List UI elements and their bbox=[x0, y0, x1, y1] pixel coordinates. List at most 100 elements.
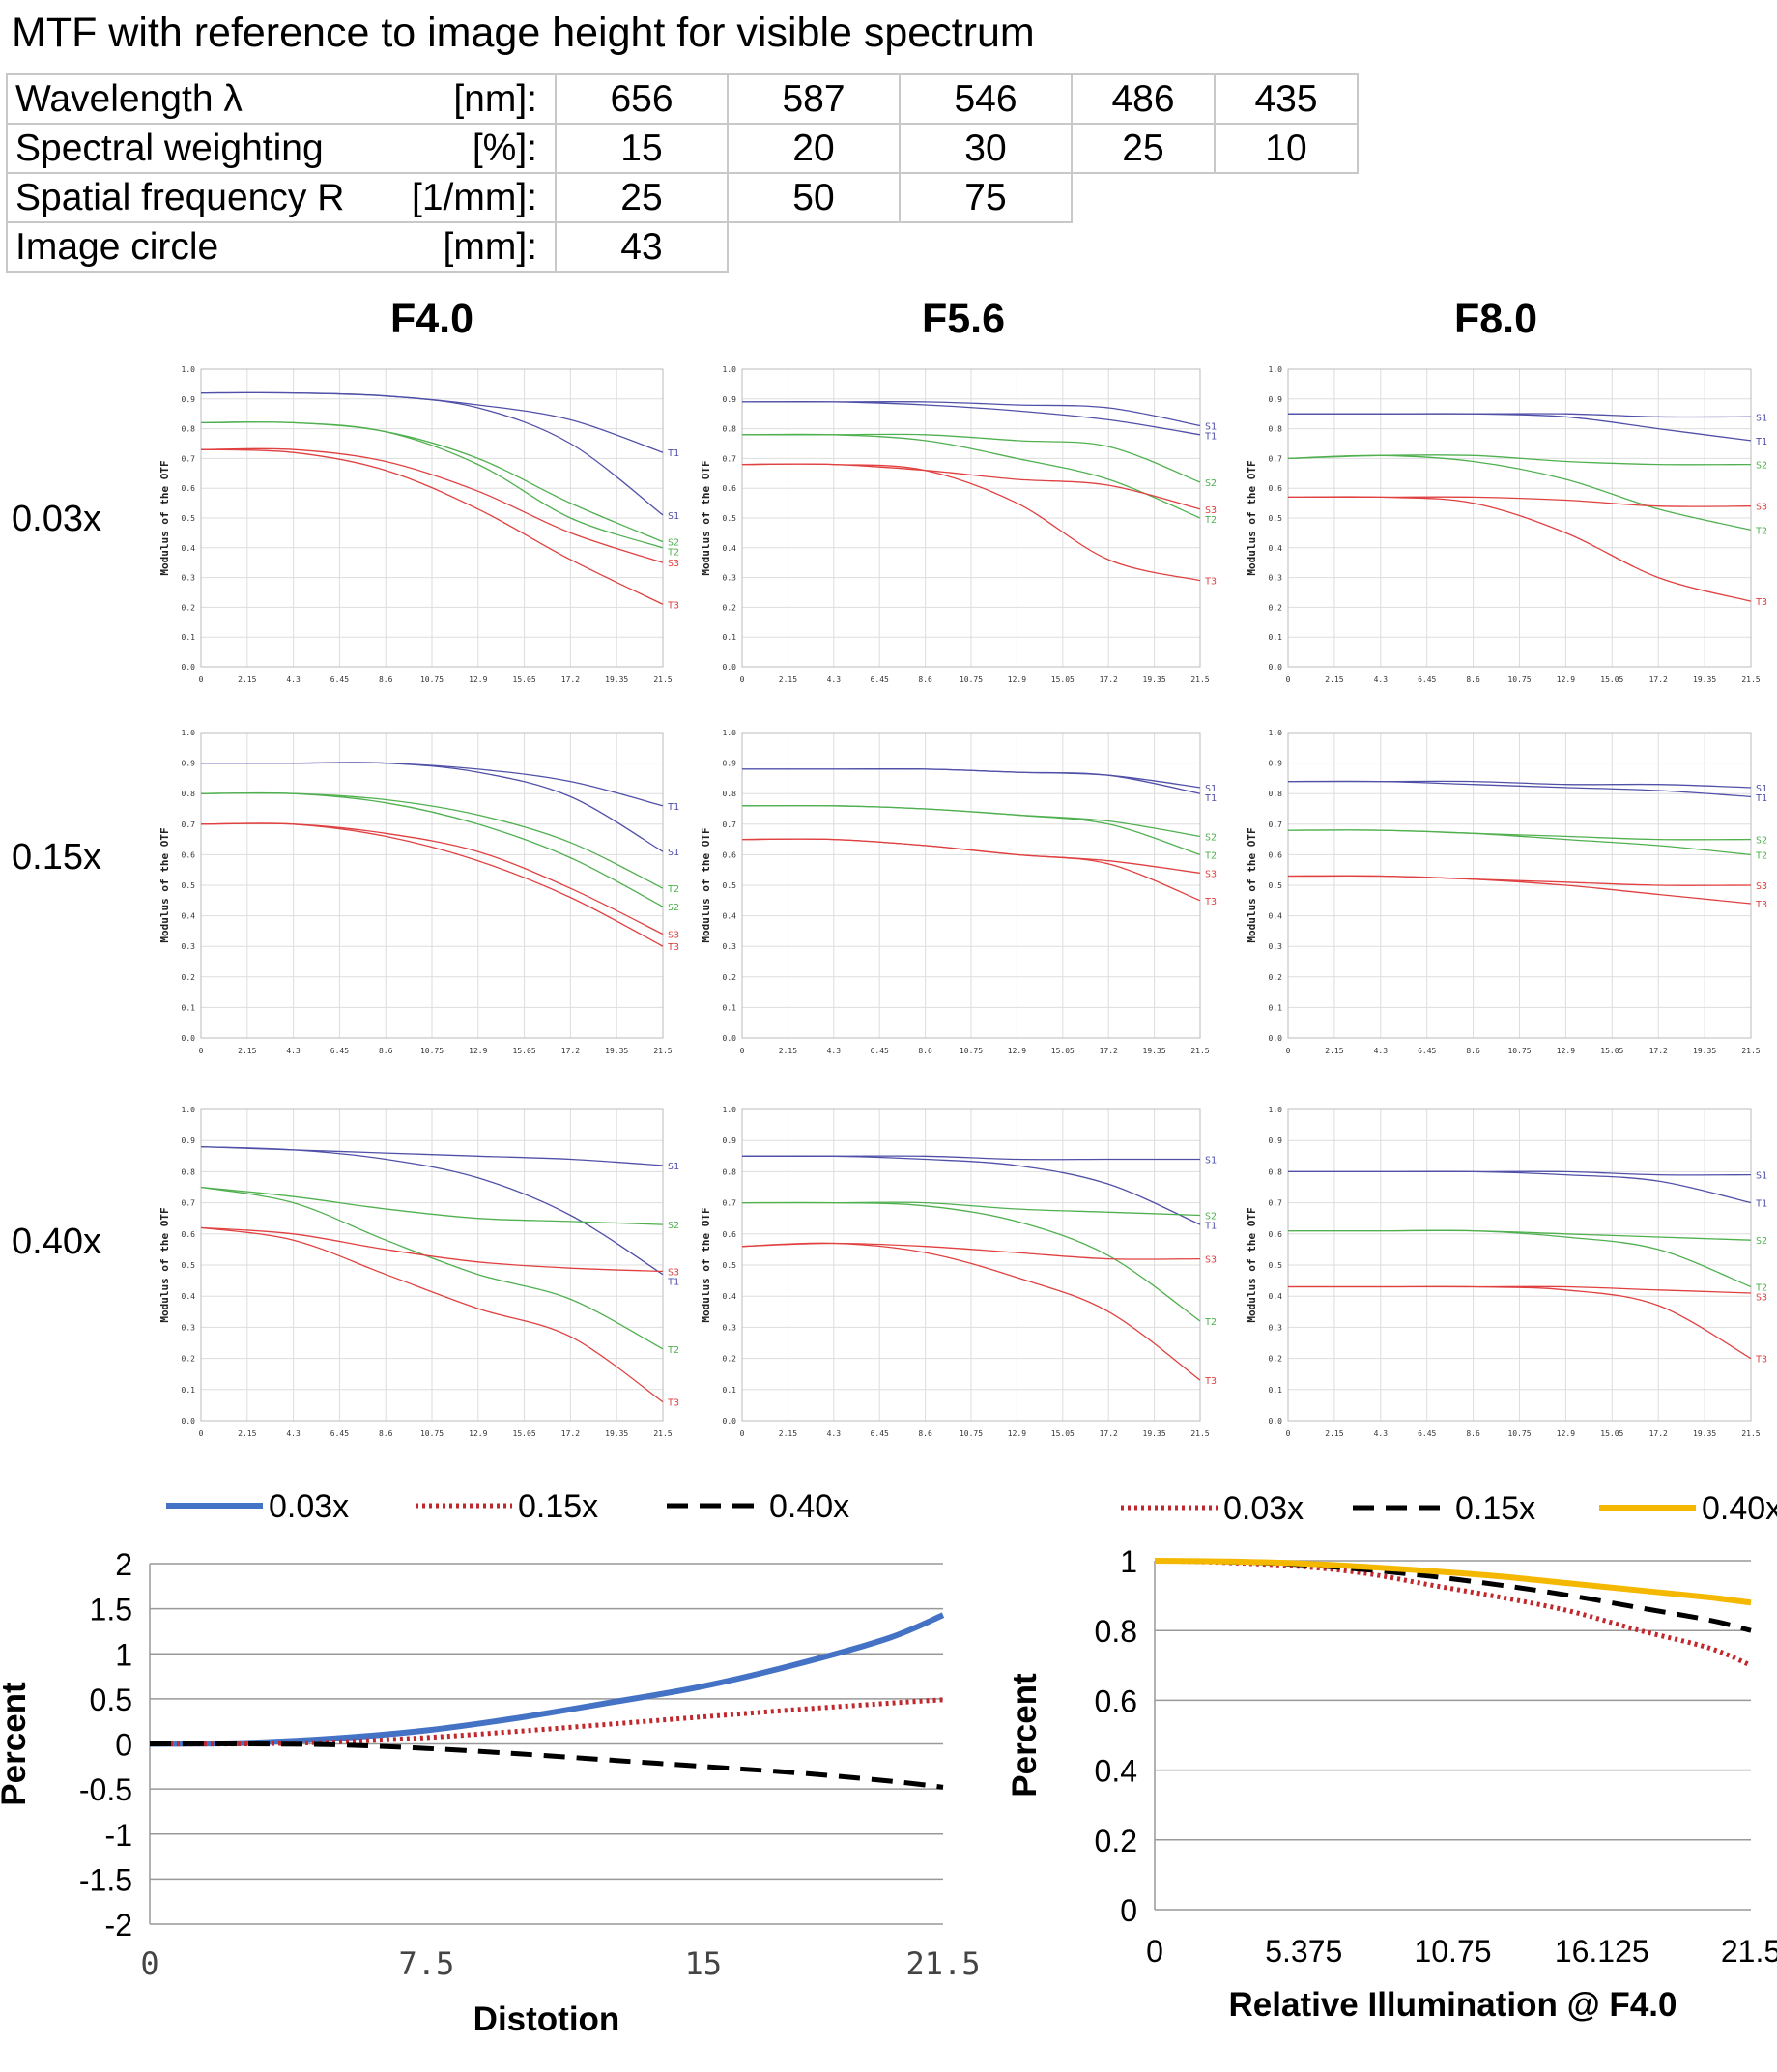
x-tick-label: 10.75 bbox=[420, 1047, 444, 1055]
x-tick-label: 21.5 bbox=[1741, 1429, 1760, 1438]
series-label: S2 bbox=[1205, 1211, 1217, 1222]
y-tick-label: 0.0 bbox=[723, 1034, 737, 1043]
x-tick-label: 5.375 bbox=[1265, 1934, 1342, 1969]
y-tick-label: 0.7 bbox=[723, 820, 737, 829]
series-label: S1 bbox=[1756, 1171, 1767, 1182]
y-tick-label: 1.0 bbox=[1269, 1106, 1283, 1114]
series-label: S2 bbox=[668, 538, 679, 549]
x-tick-label: 19.35 bbox=[1143, 1429, 1166, 1438]
y-tick-label: 0.7 bbox=[723, 454, 737, 463]
mtf-chart: 0 2.15 4.3 6.45 8.6 10.75 12.9 15.05 17.2 19.35 21… bbox=[1246, 729, 1767, 1055]
x-tick-label: 2.15 bbox=[1325, 676, 1343, 684]
series-line bbox=[1287, 780, 1752, 798]
series-line bbox=[200, 822, 664, 947]
y-tick-label: 0.4 bbox=[1269, 1292, 1283, 1301]
y-tick-label: 0.3 bbox=[723, 574, 737, 583]
y-axis-label: Modulus of the OTF bbox=[700, 1207, 712, 1322]
x-tick-label: 8.6 bbox=[918, 1429, 932, 1438]
y-tick-label: 0.2 bbox=[182, 1355, 196, 1364]
series-line bbox=[200, 447, 664, 563]
series-label: S3 bbox=[668, 1267, 679, 1278]
y-axis-label: Modulus of the OTF bbox=[158, 827, 171, 942]
x-axis-title: Distotion bbox=[473, 2000, 620, 2038]
series-label: T2 bbox=[1756, 850, 1767, 861]
x-tick-label: 12.9 bbox=[1557, 1047, 1575, 1055]
x-tick-label: 17.2 bbox=[1649, 676, 1668, 684]
y-tick-label: 0.8 bbox=[1269, 1167, 1283, 1176]
plot-frame bbox=[741, 732, 1201, 1039]
y-tick-label: 1.0 bbox=[1269, 365, 1283, 374]
x-tick-label: 21.5 bbox=[653, 1047, 672, 1055]
y-tick-label: 0.6 bbox=[182, 1230, 196, 1239]
y-axis-title: Percent bbox=[1006, 1673, 1044, 1798]
row-header-015x: 0.15x bbox=[12, 837, 101, 878]
x-tick-label: 0 bbox=[740, 676, 745, 684]
y-tick-label: -1.5 bbox=[79, 1862, 132, 1897]
y-tick-label: 0.7 bbox=[1269, 454, 1283, 463]
y-tick-label: 0.1 bbox=[1269, 633, 1283, 642]
x-tick-label: 12.9 bbox=[1557, 1429, 1575, 1438]
series-line bbox=[1287, 496, 1752, 602]
x-tick-label: 15.05 bbox=[1051, 676, 1075, 684]
x-tick-label: 19.35 bbox=[605, 676, 628, 684]
x-tick-label: 8.6 bbox=[918, 1047, 932, 1055]
y-tick-label: 0.1 bbox=[723, 1003, 737, 1012]
series-line bbox=[741, 838, 1201, 902]
x-tick-label: 21.5 bbox=[1190, 676, 1209, 684]
y-tick-label: 0.6 bbox=[723, 1230, 737, 1239]
x-tick-label: 12.9 bbox=[469, 1047, 487, 1055]
y-axis-label: Modulus of the OTF bbox=[1246, 827, 1258, 942]
y-tick-label: 0.9 bbox=[723, 395, 737, 404]
y-tick-label: 0.1 bbox=[182, 1386, 196, 1395]
series-label: S1 bbox=[668, 848, 679, 858]
series-line bbox=[1288, 1170, 1752, 1204]
series-line bbox=[200, 1145, 664, 1276]
x-tick-label: 19.35 bbox=[1143, 1047, 1166, 1055]
x-tick-label: 10.75 bbox=[420, 1429, 444, 1438]
table-cell: 656 bbox=[555, 73, 729, 125]
y-tick-label: 1 bbox=[1120, 1544, 1137, 1579]
series-label: T3 bbox=[1756, 1355, 1767, 1366]
y-tick-label: 0.5 bbox=[723, 1261, 737, 1270]
y-tick-label: 0.5 bbox=[1269, 514, 1283, 523]
y-tick-label: 0.5 bbox=[182, 514, 196, 523]
x-tick-label: 6.45 bbox=[330, 1429, 349, 1438]
x-tick-label: 2.15 bbox=[779, 1429, 797, 1438]
x-tick-label: 19.35 bbox=[1693, 1047, 1716, 1055]
label-text: Image circle bbox=[15, 225, 219, 268]
y-tick-label: 0.8 bbox=[182, 1167, 196, 1176]
x-tick-label: 2.15 bbox=[1325, 1429, 1343, 1438]
page-title: MTF with reference to image height for v… bbox=[12, 10, 1035, 56]
y-tick-label: 0.3 bbox=[1269, 1323, 1283, 1332]
x-tick-label: 15.05 bbox=[513, 676, 536, 684]
x-tick-label: 4.3 bbox=[827, 676, 842, 684]
y-tick-label: 0.7 bbox=[182, 1199, 196, 1208]
table-cell: 75 bbox=[899, 172, 1073, 223]
x-tick-label: 10.75 bbox=[1507, 1429, 1531, 1438]
series-label: S1 bbox=[1205, 1156, 1217, 1166]
x-tick-label: 21.5 bbox=[905, 1945, 980, 1982]
series-label: T1 bbox=[1205, 432, 1217, 443]
x-tick-label: 4.3 bbox=[286, 1047, 301, 1055]
y-tick-label: 0.8 bbox=[182, 790, 196, 798]
row-label: Wavelength λ [nm]: bbox=[6, 73, 557, 125]
x-tick-label: 17.2 bbox=[561, 1429, 580, 1438]
series-label: S2 bbox=[1205, 478, 1217, 489]
x-tick-label: 17.2 bbox=[561, 676, 580, 684]
y-tick-label: 0.4 bbox=[723, 912, 737, 921]
y-tick-label: 0.2 bbox=[182, 973, 196, 982]
x-tick-label: 17.2 bbox=[1100, 676, 1118, 684]
x-tick-label: 0 bbox=[740, 1047, 745, 1055]
series-line bbox=[149, 1741, 944, 1790]
y-tick-label: 0.9 bbox=[1269, 1137, 1283, 1145]
y-tick-label: 0.7 bbox=[182, 820, 196, 829]
series-line bbox=[200, 1186, 664, 1225]
y-tick-label: 0.3 bbox=[723, 1323, 737, 1332]
series-label: S2 bbox=[1756, 1236, 1767, 1247]
x-tick-label: 4.3 bbox=[286, 676, 301, 684]
plot-frame bbox=[1287, 368, 1752, 668]
x-tick-label: 8.6 bbox=[918, 676, 932, 684]
table-cell: 435 bbox=[1214, 73, 1359, 125]
plot-frame bbox=[200, 368, 664, 668]
line-chart-illumination: 1 0.8 0.6 0.4 0.2 00 5.375 10.75 16.125 21.5 Relat… bbox=[1006, 1490, 1777, 2024]
